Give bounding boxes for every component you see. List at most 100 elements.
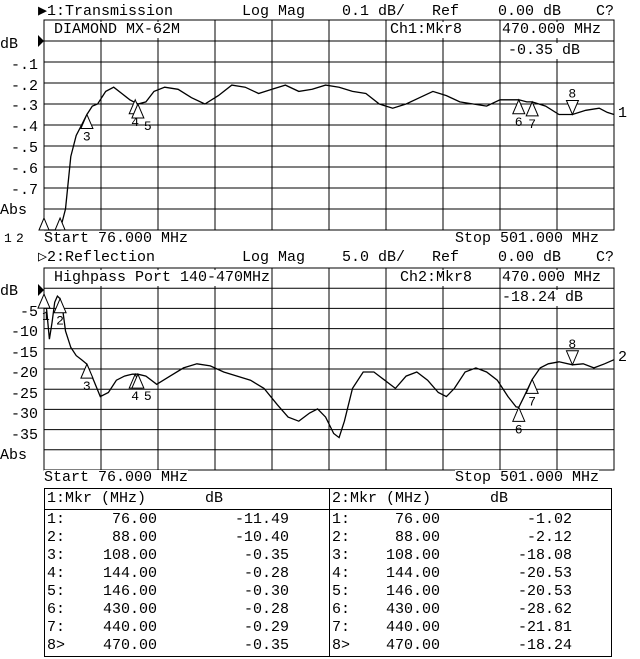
y-axis-label: -.4 [10, 119, 38, 137]
y-axis-label: -10 [10, 324, 38, 341]
ch2-db-header: dB [490, 490, 509, 507]
marker-mhz: 470.00 [385, 637, 440, 654]
ch2-ref-label: Ref [432, 249, 460, 266]
marker-db: -18.24 [517, 637, 572, 654]
ch1-status: C? [596, 3, 615, 20]
marker-mhz: 76.00 [394, 511, 440, 528]
marker-number: 4 [131, 115, 139, 130]
ch2-annotation: Highpass Port 140-470MHz [54, 269, 271, 286]
marker-triangle-icon [525, 378, 539, 394]
y-axis-label: Abs [0, 447, 28, 464]
table-row: 7: 440.00 -0.29 [45, 619, 329, 636]
table-row: 8> 470.00 -18.24 [330, 637, 612, 654]
marker-triangle-icon [37, 292, 51, 309]
y-axis-label: -25 [10, 385, 38, 403]
y-axis-label: -.7 [10, 181, 38, 199]
ch2-marker-value: -18.24 dB [502, 289, 584, 306]
marker-number: 2 [16, 231, 24, 246]
marker-db: -21.81 [517, 619, 572, 636]
table-row: 1: 76.00 -1.02 [330, 511, 612, 528]
marker-mhz: 88.00 [111, 529, 157, 546]
table-row: 4: 144.00 -20.53 [330, 565, 612, 582]
marker-db: -20.53 [517, 565, 572, 582]
marker-idx: 4: [47, 565, 66, 582]
marker-db: -0.35 [243, 637, 289, 654]
ch1-marker-value: -0.35 dB [508, 42, 581, 59]
marker-idx: 1: [47, 511, 66, 528]
table-row: 2: 88.00 -10.40 [45, 529, 329, 546]
ch1-ref-label: Ref [432, 3, 460, 20]
marker-triangle-icon [512, 98, 526, 115]
ch1-marker-table: 1:Mkr (MHz) dB 1: 76.00 -11.49 2: 88.00 -10.4… [45, 489, 330, 656]
marker-number: 4 [131, 389, 139, 404]
y-axis-label: -5 [19, 303, 38, 321]
marker-db: -28.62 [517, 601, 572, 618]
y-axis-label: -.1 [10, 56, 38, 74]
marker-triangle-icon [80, 362, 94, 379]
marker-db: -0.35 [243, 547, 289, 564]
marker-db: -10.40 [234, 529, 289, 546]
marker-idx: 5: [332, 583, 351, 600]
marker-triangle-icon [525, 100, 539, 117]
marker-db: -2.12 [526, 529, 572, 546]
y-axis-label: Abs [0, 202, 28, 220]
marker-idx: 3: [47, 547, 66, 564]
marker-number: 2 [56, 314, 64, 329]
marker-mhz: 146.00 [385, 583, 440, 600]
marker-db: -11.49 [234, 511, 289, 528]
ch1-db-header: dB [205, 490, 224, 507]
table-row: 5: 146.00 -0.30 [45, 583, 329, 600]
marker-idx: 3: [332, 547, 351, 564]
marker-idx: 7: [332, 619, 351, 636]
ch1-table-header: 1:Mkr (MHz) [47, 490, 147, 507]
trace-line [43, 294, 615, 439]
marker-number: 6 [515, 422, 523, 437]
marker-idx: 4: [332, 565, 351, 582]
marker-number: 7 [528, 394, 536, 409]
marker-active-triangle-icon [565, 100, 580, 116]
table-row: 7: 440.00 -21.81 [330, 619, 612, 636]
table-row: 3: 108.00 -0.35 [45, 547, 329, 564]
marker-triangle-icon [131, 372, 145, 389]
marker-number: 3 [83, 379, 91, 394]
table-row: 6: 430.00 -0.28 [45, 601, 329, 618]
ch2-ref-value: 0.00 dB [498, 249, 562, 266]
marker-mhz: 108.00 [385, 547, 440, 564]
y-axis-label: -.3 [10, 98, 38, 116]
table-row: 4: 144.00 -0.28 [45, 565, 329, 582]
y-axis-label: -.2 [10, 77, 38, 95]
marker-triangle-icon [131, 102, 145, 119]
marker-mhz: 88.00 [394, 529, 440, 546]
ch2-format: Log Mag [242, 249, 306, 266]
marker-mhz: 146.00 [102, 583, 157, 600]
ch2-title: ▷2:Reflection [38, 249, 156, 266]
marker-number: 8 [568, 337, 576, 352]
marker-mhz: 144.00 [385, 565, 440, 582]
ch2-marker-table: 2:Mkr (MHz) dB 1: 76.00 -1.02 2: 88.00 -2.12 3… [330, 489, 612, 656]
table-row: 1: 76.00 -11.49 [45, 511, 329, 528]
marker-number: 6 [515, 115, 523, 130]
marker-mhz: 108.00 [102, 547, 157, 564]
marker-idx: 8> [332, 637, 351, 654]
marker-mhz: 440.00 [385, 619, 440, 636]
marker-mhz: 430.00 [385, 601, 440, 618]
ch2-trace-label: 2 [618, 349, 628, 366]
ch2-start: Start 76.000 MHz [44, 469, 189, 486]
marker-db: -1.02 [526, 511, 572, 528]
marker-idx: 6: [332, 601, 351, 618]
marker-mhz: 440.00 [102, 619, 157, 636]
reference-arrow-icon [38, 284, 44, 296]
reference-arrow-icon [38, 35, 44, 47]
marker-idx: 6: [47, 601, 66, 618]
marker-db: -20.53 [517, 583, 572, 600]
ch2-status: C? [596, 249, 615, 266]
marker-number: 1 [42, 309, 50, 324]
ch1-scale: 0.1 dB/ [342, 3, 406, 20]
marker-table: 1:Mkr (MHz) dB 1: 76.00 -11.49 2: 88.00 -10.4… [44, 488, 612, 657]
ch1-title: ▶1:Transmission [38, 3, 174, 20]
ch2-marker-label: Ch2:Mkr8 [400, 269, 473, 286]
marker-number: 3 [83, 130, 91, 145]
ch1-annotation: DIAMOND MX-62M [54, 21, 181, 38]
marker-idx: 8> [47, 637, 66, 654]
